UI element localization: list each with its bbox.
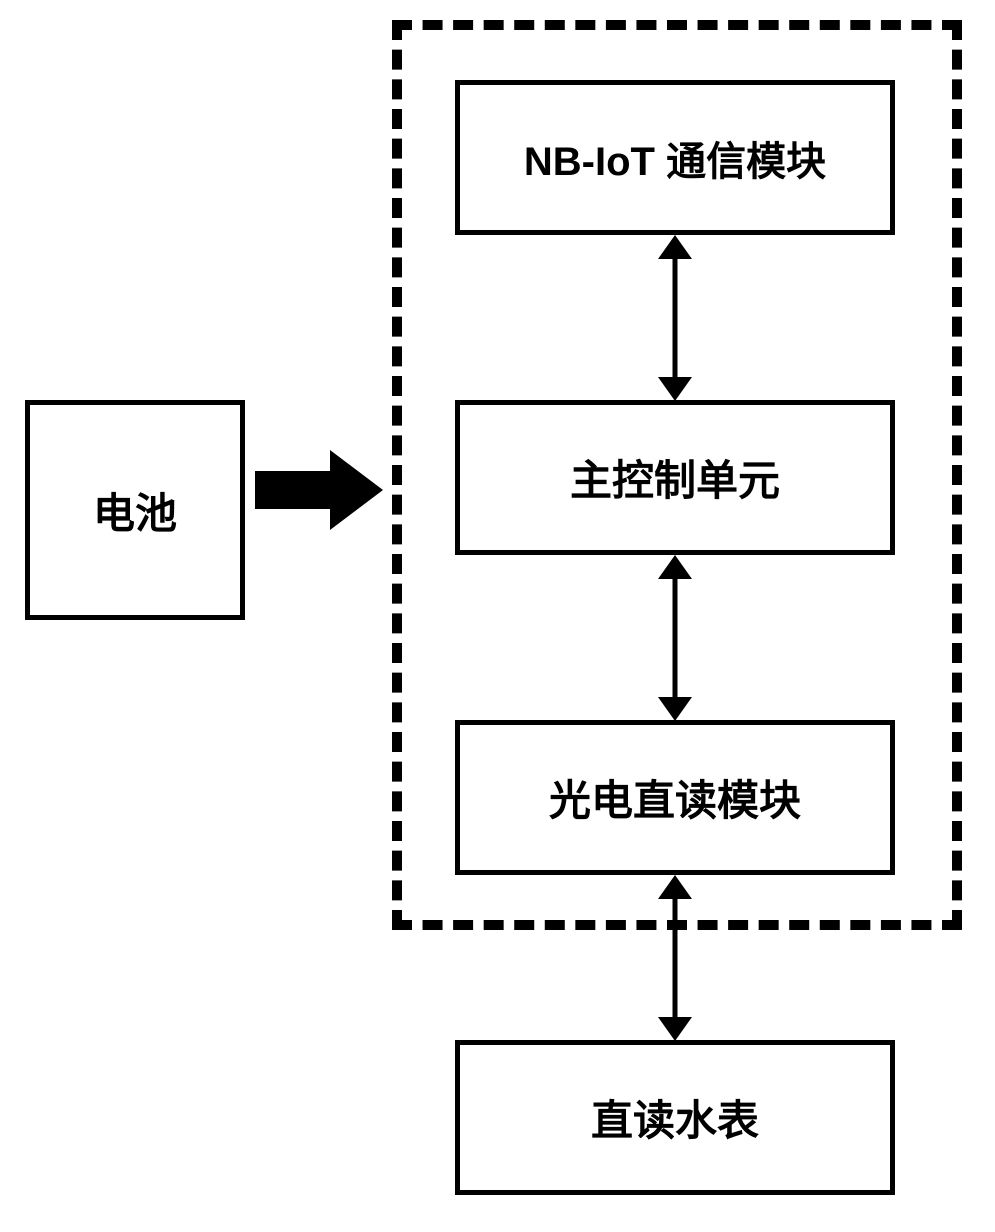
main-control-node: 主控制单元 bbox=[455, 400, 895, 555]
main-control-label: 主控制单元 bbox=[570, 447, 780, 508]
nbiot-node: NB-IoT 通信模块 bbox=[455, 80, 895, 235]
arrow-photoelectric-meter bbox=[650, 875, 700, 1041]
arrow-battery-to-control bbox=[255, 448, 385, 532]
meter-label: 直读水表 bbox=[591, 1087, 759, 1148]
nbiot-label: NB-IoT 通信模块 bbox=[524, 129, 826, 187]
meter-node: 直读水表 bbox=[455, 1040, 895, 1195]
photoelectric-label: 光电直读模块 bbox=[549, 767, 801, 828]
battery-node: 电池 bbox=[25, 400, 245, 620]
arrow-maincontrol-photoelectric bbox=[650, 555, 700, 721]
photoelectric-node: 光电直读模块 bbox=[455, 720, 895, 875]
arrow-nbiot-maincontrol bbox=[650, 235, 700, 401]
battery-label: 电池 bbox=[93, 480, 177, 541]
